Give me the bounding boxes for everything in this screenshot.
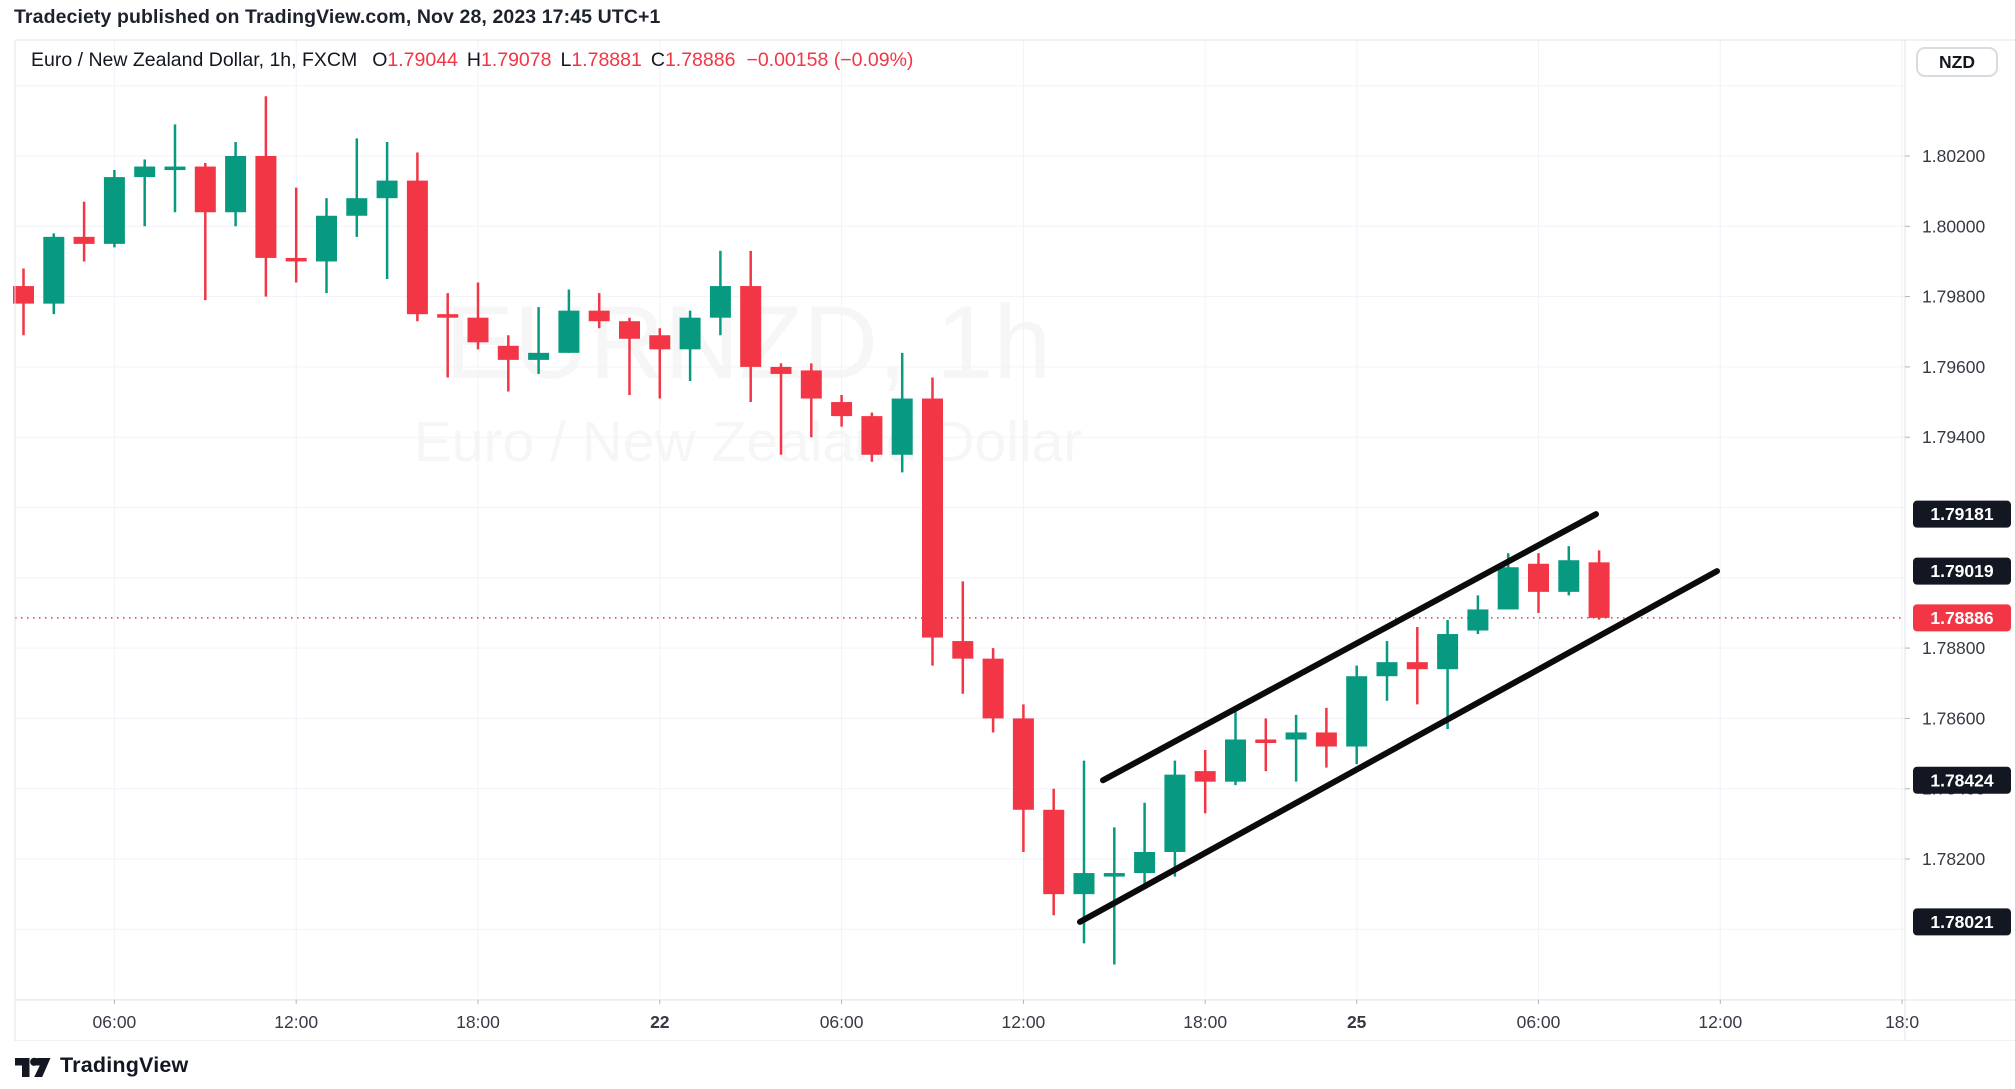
candlestick-series <box>13 96 1610 965</box>
chart-legend: Euro / New Zealand Dollar, 1h, FXCM O1.79… <box>31 49 913 72</box>
symbol-description[interactable]: Euro / New Zealand Dollar, 1h, FXCM <box>31 49 358 71</box>
svg-text:1.78424: 1.78424 <box>1930 770 1994 790</box>
svg-text:1.79800: 1.79800 <box>1922 287 1986 307</box>
tradingview-logo-icon[interactable] <box>14 1051 51 1080</box>
svg-text:06:00: 06:00 <box>1517 1012 1561 1032</box>
svg-text:12:00: 12:00 <box>1698 1012 1742 1032</box>
svg-text:1.79019: 1.79019 <box>1930 561 1994 581</box>
svg-text:18:0: 18:0 <box>1885 1012 1919 1032</box>
ohlc-low: L1.78881 <box>560 49 642 71</box>
svg-text:25: 25 <box>1347 1012 1367 1032</box>
change-value: −0.00158 (−0.09%) <box>746 49 914 71</box>
svg-text:18:00: 18:00 <box>1183 1012 1227 1032</box>
svg-text:18:00: 18:00 <box>456 1012 500 1032</box>
panel-borders <box>14 39 2015 1042</box>
svg-text:1.78600: 1.78600 <box>1922 708 1986 728</box>
svg-text:06:00: 06:00 <box>93 1012 137 1032</box>
svg-text:1.80200: 1.80200 <box>1922 146 1986 166</box>
currency-toggle-button[interactable]: NZD <box>1916 47 1998 77</box>
ohlc-high: H1.79078 <box>466 49 552 71</box>
svg-text:1.78800: 1.78800 <box>1922 638 1986 658</box>
svg-text:12:00: 12:00 <box>1002 1012 1046 1032</box>
svg-text:1.80000: 1.80000 <box>1922 216 1986 236</box>
svg-text:1.79181: 1.79181 <box>1930 504 1994 524</box>
ohlc-close: C1.78886 <box>650 49 736 71</box>
tradingview-logo-row: TradingView <box>0 1041 2015 1089</box>
price-axis[interactable]: 1.80200 1.80000 1.79800 1.79600 1.79400 1.788… <box>1905 146 1986 869</box>
svg-text:1.79600: 1.79600 <box>1922 357 1986 377</box>
attribution-text: Tradeciety published on TradingView.com,… <box>14 6 661 28</box>
time-axis[interactable]: 06:00 12:00 18:00 22 06:00 12:00 18:00 25 06:00 1… <box>93 1000 1920 1032</box>
svg-text:12:00: 12:00 <box>274 1012 318 1032</box>
ohlc-open: O1.79044 <box>372 49 458 71</box>
svg-text:1.78021: 1.78021 <box>1930 912 1994 932</box>
watermark-title: Euro / New Zealand Dollar <box>414 408 1082 476</box>
svg-text:06:00: 06:00 <box>820 1012 864 1032</box>
trendline-channel-upper[interactable] <box>1100 511 1599 784</box>
price-axis-badges: 1.79181 1.79019 1.78886 1.78424 1.78021 <box>1913 500 2011 936</box>
tradingview-logo-text[interactable]: TradingView <box>60 1052 189 1077</box>
svg-text:1.78200: 1.78200 <box>1922 849 1986 869</box>
svg-text:1.79400: 1.79400 <box>1922 427 1986 447</box>
svg-text:22: 22 <box>650 1012 670 1032</box>
grid-lines <box>15 40 1905 1001</box>
svg-text:1.78886: 1.78886 <box>1930 608 1994 628</box>
trendline-channel-lower[interactable] <box>1077 568 1720 925</box>
